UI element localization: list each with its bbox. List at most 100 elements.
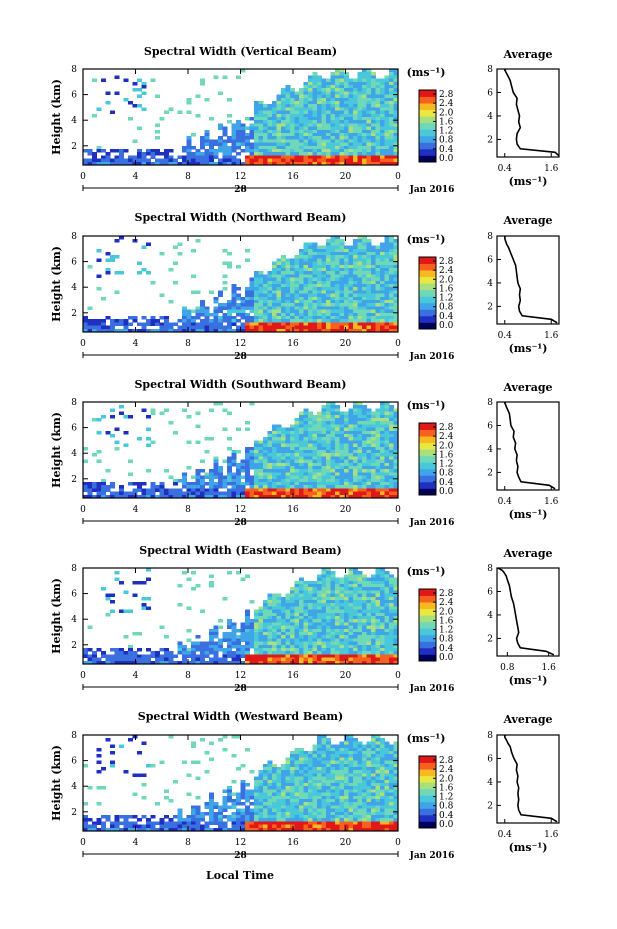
heatmap-cell (330, 290, 336, 294)
heatmap-cell (132, 319, 138, 323)
heatmap-cell (231, 453, 237, 457)
heatmap-cell (299, 651, 304, 655)
heatmap-cell (353, 248, 358, 253)
heatmap-cell (195, 158, 201, 163)
heatmap-cell (339, 107, 345, 111)
heatmap-cell (348, 129, 354, 134)
heatmap-cell (371, 459, 376, 464)
heatmap-cell (353, 129, 358, 134)
heatmap-cell (321, 587, 327, 591)
heatmap-cell (200, 309, 205, 314)
heatmap-cell (366, 104, 372, 108)
heatmap-cell (312, 651, 318, 655)
colorbar-swatch (419, 263, 436, 271)
heatmap-cell (213, 494, 219, 499)
heatmap-cell (357, 120, 363, 124)
heatmap-cell (92, 328, 97, 333)
heatmap-cell (227, 145, 232, 150)
heatmap-cell (317, 625, 322, 630)
heatmap-cell (164, 651, 169, 655)
heatmap-cell (191, 491, 196, 496)
heatmap-cell (263, 110, 268, 115)
heatmap-cell (321, 450, 327, 454)
heatmap-cell (276, 97, 282, 102)
heatmap-cell (285, 628, 291, 633)
heatmap-field (83, 236, 399, 333)
heatmap-cell (380, 453, 385, 457)
heatmap-cell (375, 101, 381, 105)
heatmap-cell (263, 123, 268, 127)
heatmap-cell (353, 117, 358, 121)
heatmap-cell (362, 264, 367, 269)
heatmap-cell (389, 450, 394, 454)
heatmap-cell (357, 596, 363, 601)
heatmap-cell (303, 635, 309, 639)
heatmap-cell (191, 494, 196, 499)
heatmap-cell (303, 158, 309, 163)
heatmap-cell (236, 494, 241, 499)
heatmap-cell (375, 625, 381, 630)
heatmap-cell (245, 641, 250, 646)
heatmap-cell (267, 155, 273, 159)
heatmap-cell (303, 491, 309, 496)
heatmap-cell (335, 78, 340, 83)
heatmap-cell (353, 91, 358, 95)
heatmap-cell (213, 641, 219, 646)
heatmap-cell (335, 657, 340, 662)
heatmap-cell (375, 609, 381, 614)
heatmap-cell (281, 635, 286, 639)
heatmap-cell (308, 139, 313, 143)
heatmap-cell (357, 616, 363, 620)
heatmap-cell (263, 142, 268, 147)
heatmap-cell (299, 258, 304, 262)
heatmap-cell (330, 641, 336, 646)
heatmap-cell (357, 316, 363, 320)
heatmap-cell (92, 821, 97, 825)
heatmap-cell (119, 271, 124, 275)
heatmap-cell (362, 482, 367, 486)
heatmap-cell (362, 430, 367, 435)
heatmap-cell (348, 478, 354, 483)
heatmap-cell (227, 446, 232, 451)
heatmap-cell (218, 322, 223, 326)
heatmap-cell (312, 600, 318, 604)
heatmap-cell (299, 648, 304, 652)
heatmap-cell (141, 488, 147, 492)
heatmap-cell (195, 149, 201, 153)
heatmap-cell (384, 149, 390, 153)
heatmap-cell (335, 107, 340, 111)
heatmap-cell (209, 139, 214, 143)
heatmap-cell (276, 628, 282, 633)
heatmap-cell (366, 290, 372, 294)
heatmap-cell (285, 161, 291, 166)
heatmap-cell (294, 494, 300, 499)
heatmap-cell (344, 472, 349, 476)
heatmap-cell (344, 638, 349, 642)
heatmap-cell (281, 296, 286, 301)
heatmap-cell (254, 136, 259, 140)
heatmap-cell (362, 312, 367, 317)
heatmap-cell (389, 107, 394, 111)
heatmap-cell (321, 619, 327, 623)
heatmap-cell (393, 421, 399, 425)
heatmap-cell (96, 319, 102, 323)
heatmap-cell (272, 443, 277, 448)
heatmap-cell (186, 494, 192, 499)
heatmap-cell (321, 274, 327, 278)
heatmap-cell (348, 587, 354, 591)
heatmap-cell (299, 255, 304, 259)
heatmap-cell (191, 485, 196, 489)
heatmap-cell (294, 155, 300, 159)
heatmap-cell (92, 651, 97, 655)
heatmap-cell (348, 117, 354, 121)
heatmap-cell (393, 300, 399, 304)
heatmap-cell (101, 158, 106, 163)
heatmap-cell (105, 596, 111, 601)
heatmap-cell (132, 660, 138, 665)
heatmap-cell (326, 450, 331, 454)
heatmap-cell (344, 657, 349, 662)
heatmap-cell (294, 632, 300, 636)
heatmap-cell (249, 155, 255, 159)
heatmap-cell (272, 149, 277, 153)
heatmap-cell (371, 427, 376, 432)
